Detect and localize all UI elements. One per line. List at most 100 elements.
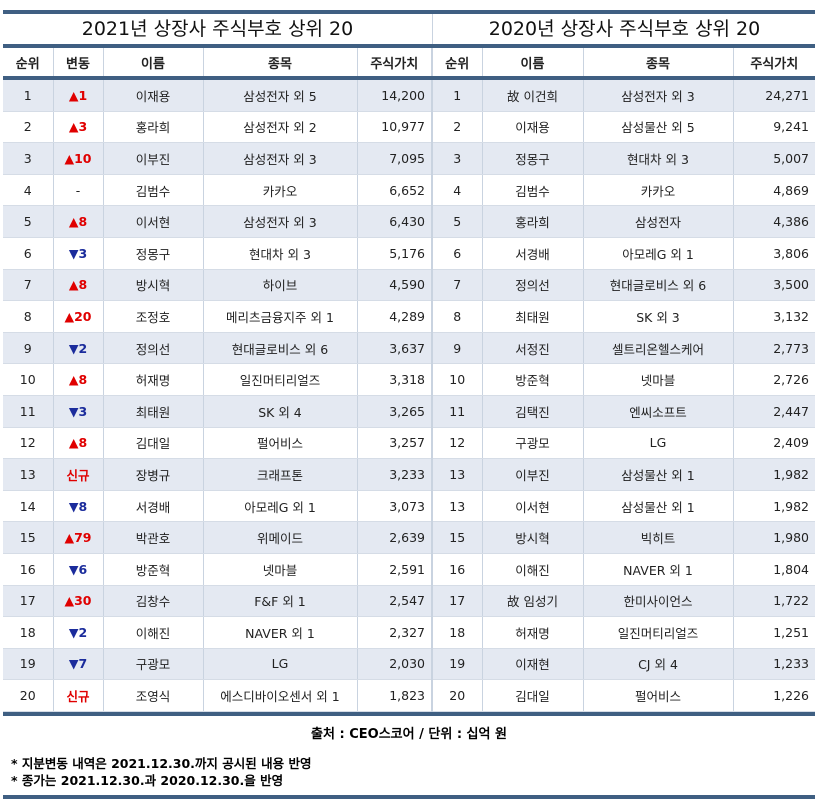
cell-value-2020: 1,980 [733, 521, 815, 554]
cell-rank-2021: 4 [3, 174, 54, 207]
cell-name-2020: 방시혁 [482, 521, 584, 554]
cell-change: ▲8 [53, 363, 104, 396]
table-row: 8 ▲20 조정호 메리츠금융지주 외 1 4,289 8 최태원 SK 외 3 3,132 [3, 300, 815, 333]
cell-rank-2021: 11 [3, 395, 54, 428]
cell-name-2020: 이재현 [482, 648, 584, 681]
cell-value-2021: 3,637 [357, 332, 433, 365]
header-row: 순위 변동 이름 종목 주식가치 순위 이름 종목 주식가치 [3, 48, 815, 78]
cell-stock-2020: 삼성물산 외 5 [583, 111, 734, 144]
cell-rank-2020: 3 [432, 142, 483, 175]
cell-stock-2020: CJ 외 4 [583, 648, 734, 681]
cell-rank-2021: 20 [3, 679, 54, 712]
footnote: * 종가는 2021.12.30.과 2020.12.30.을 반영 [11, 772, 284, 788]
cell-stock-2020: 현대글로비스 외 6 [583, 269, 734, 302]
cell-value-2020: 1,722 [733, 585, 815, 618]
cell-rank-2021: 7 [3, 269, 54, 302]
cell-name-2020: 이서현 [482, 490, 584, 523]
cell-name-2020: 서경배 [482, 237, 584, 270]
cell-stock-2020: 넷마블 [583, 363, 734, 396]
cell-stock-2020: 엔씨소프트 [583, 395, 734, 428]
cell-change: ▲1 [53, 78, 104, 112]
cell-value-2021: 2,030 [357, 648, 433, 681]
cell-stock-2021: 아모레G 외 1 [203, 490, 358, 523]
cell-name-2020: 김택진 [482, 395, 584, 428]
cell-name-2021: 김대일 [103, 427, 204, 460]
table-row: 4- 김범수 카카오 6,652 4 김범수 카카오 4,869 [3, 174, 815, 207]
table-row: 5 ▲8 이서현 삼성전자 외 3 6,430 5 홍라희 삼성전자 4,386 [3, 205, 815, 238]
cell-stock-2021: 현대글로비스 외 6 [203, 332, 358, 365]
cell-name-2020: 최태원 [482, 300, 584, 333]
cell-value-2020: 3,806 [733, 237, 815, 270]
cell-value-2020: 1,233 [733, 648, 815, 681]
cell-rank-2020: 19 [432, 648, 483, 681]
cell-rank-2021: 14 [3, 490, 54, 523]
cell-name-2021: 이서현 [103, 205, 204, 238]
cell-name-2021: 이재용 [103, 78, 204, 112]
cell-rank-2020: 17 [432, 585, 483, 618]
table-row: 20 신규 조영식 에스디바이오센서 외 1 1,823 20 김대일 펄어비스 1,226 [3, 679, 815, 712]
cell-value-2021: 3,233 [357, 458, 433, 491]
cell-value-2020: 1,982 [733, 490, 815, 523]
cell-value-2020: 1,226 [733, 679, 815, 712]
cell-change: ▼7 [53, 648, 104, 681]
footnotes: * 지분변동 내역은 2021.12.30.까지 공시된 내용 반영 * 종가는… [11, 755, 815, 789]
table-row: 12 ▲8 김대일 펄어비스 3,257 12 구광모 LG 2,409 [3, 427, 815, 460]
cell-value-2021: 6,430 [357, 205, 433, 238]
cell-value-2020: 5,007 [733, 142, 815, 175]
cell-stock-2020: 빅히트 [583, 521, 734, 554]
cell-rank-2021: 9 [3, 332, 54, 365]
cell-value-2021: 4,289 [357, 300, 433, 333]
cell-value-2021: 10,977 [357, 111, 433, 144]
title-row: 2021년 상장사 주식부호 상위 20 2020년 상장사 주식부호 상위 2… [3, 14, 815, 48]
cell-name-2020: 구광모 [482, 427, 584, 460]
cell-change: ▲8 [53, 269, 104, 302]
cell-rank-2021: 13 [3, 458, 54, 491]
cell-change: ▲8 [53, 205, 104, 238]
cell-name-2021: 방시혁 [103, 269, 204, 302]
cell-rank-2020: 2 [432, 111, 483, 144]
cell-stock-2021: 삼성전자 외 5 [203, 78, 358, 112]
cell-stock-2021: 삼성전자 외 2 [203, 111, 358, 144]
cell-stock-2021: 메리츠금융지주 외 1 [203, 300, 358, 333]
cell-name-2020: 김대일 [482, 679, 584, 712]
cell-stock-2021: SK 외 4 [203, 395, 358, 428]
table-row: 19 ▼7 구광모 LG 2,030 19 이재현 CJ 외 4 1,233 [3, 648, 815, 681]
cell-rank-2020: 18 [432, 616, 483, 649]
cell-value-2020: 2,773 [733, 332, 815, 365]
cell-rank-2021: 16 [3, 553, 54, 586]
cell-value-2020: 1,251 [733, 616, 815, 649]
cell-change: ▲3 [53, 111, 104, 144]
header-name-2020: 이름 [482, 48, 584, 78]
cell-rank-2020: 6 [432, 237, 483, 270]
cell-name-2021: 방준혁 [103, 553, 204, 586]
title-2021: 2021년 상장사 주식부호 상위 20 [3, 14, 433, 44]
title-2020: 2020년 상장사 주식부호 상위 20 [488, 18, 761, 40]
cell-change: 신규 [53, 679, 104, 712]
cell-value-2021: 3,265 [357, 395, 433, 428]
header-value-2020: 주식가치 [750, 56, 799, 72]
cell-name-2020: 이재용 [482, 111, 584, 144]
cell-stock-2021: 삼성전자 외 3 [203, 142, 358, 175]
footnote: * 지분변동 내역은 2021.12.30.까지 공시된 내용 반영 [11, 755, 312, 771]
cell-stock-2021: 에스디바이오센서 외 1 [203, 679, 358, 712]
cell-stock-2021: NAVER 외 1 [203, 616, 358, 649]
cell-name-2021: 구광모 [103, 648, 204, 681]
cell-name-2020: 방준혁 [482, 363, 584, 396]
cell-value-2021: 14,200 [357, 78, 433, 112]
cell-stock-2021: F&F 외 1 [203, 585, 358, 618]
cell-rank-2021: 6 [3, 237, 54, 270]
cell-name-2020: 이해진 [482, 553, 584, 586]
cell-value-2021: 5,176 [357, 237, 433, 270]
table-row: 15 ▲79 박관호 위메이드 2,639 15 방시혁 빅히트 1,980 [3, 521, 815, 554]
header-value-2021: 주식가치 [357, 48, 433, 78]
header-change: 변동 [53, 48, 104, 78]
cell-change: ▼3 [53, 395, 104, 428]
cell-rank-2021: 17 [3, 585, 54, 618]
cell-rank-2020: 11 [432, 395, 483, 428]
cell-name-2020: 故 이건희 [482, 78, 584, 112]
cell-rank-2021: 10 [3, 363, 54, 396]
cell-name-2021: 정몽구 [103, 237, 204, 270]
cell-name-2020: 서정진 [482, 332, 584, 365]
cell-value-2021: 6,652 [357, 174, 433, 207]
cell-name-2021: 김범수 [103, 174, 204, 207]
